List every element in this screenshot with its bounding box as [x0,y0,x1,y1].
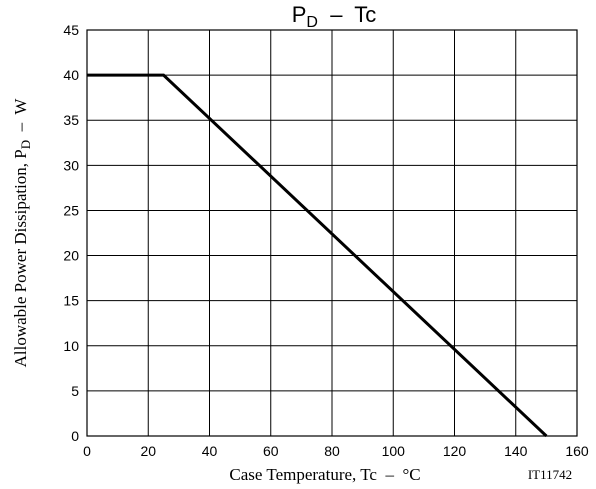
x-tick-label: 120 [443,443,467,459]
y-tick-label: 5 [71,383,79,399]
y-tick-label: 15 [63,293,79,309]
x-tick-label: 80 [324,443,340,459]
y-axis-label: Allowable Power Dissipation, PD – W [11,98,33,368]
chart-title: PD – Tc [292,2,377,31]
x-axis-label: Case Temperature, Tc – °C [229,465,420,484]
plot-frame [86,29,578,437]
y-tick-labels: 0 5 10 15 20 25 30 35 40 45 [63,22,79,444]
figure-code-label: IT11742 [528,467,572,482]
y-tick-label: 10 [63,338,79,354]
grid [87,30,577,436]
x-tick-label: 20 [140,443,156,459]
y-tick-label: 0 [71,428,79,444]
x-tick-label: 100 [382,443,406,459]
y-tick-label: 35 [63,112,79,128]
x-tick-labels: 0 20 40 60 80 100 120 140 160 [83,443,589,459]
chart-title-rest: – Tc [318,2,376,27]
x-tick-label: 160 [565,443,589,459]
y-axis-label-main: Allowable Power Dissipation, P [11,149,30,367]
y-tick-label: 25 [63,202,79,218]
x-tick-label: 60 [263,443,279,459]
x-tick-label: 40 [202,443,218,459]
x-tick-label: 140 [504,443,528,459]
series-layer [87,73,548,438]
chart-title-subscript: D [306,14,318,31]
y-tick-label: 40 [63,67,79,83]
y-tick-label: 20 [63,248,79,264]
y-tick-label: 30 [63,157,79,173]
y-tick-label: 45 [63,22,79,38]
y-axis-label-subscript: D [18,140,33,149]
chart-title-main: P [292,2,307,27]
x-tick-label: 0 [83,443,91,459]
series-line [87,73,548,438]
y-axis-label-rest: – W [11,98,30,140]
